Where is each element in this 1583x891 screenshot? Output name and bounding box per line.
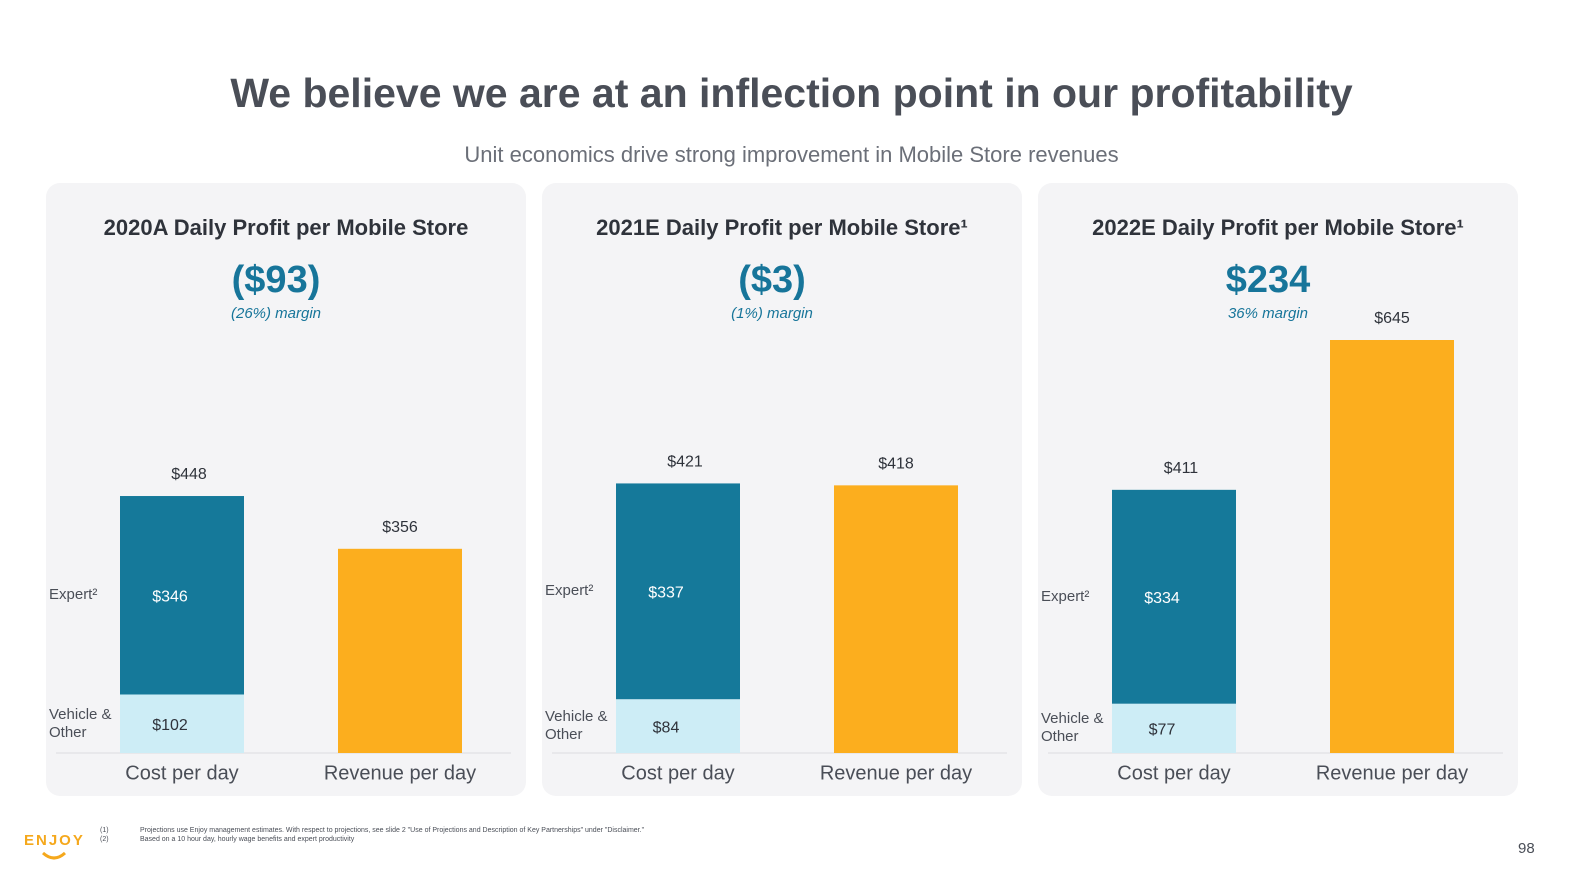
series-label: Vehicle & Other (1041, 710, 1104, 746)
bar-segment (338, 548, 462, 753)
x-tick-label: Revenue per day (324, 762, 476, 784)
bar-segment (834, 485, 958, 753)
total-label: $645 (1374, 310, 1410, 327)
logo-smile (41, 851, 67, 860)
page-number: 98 (1518, 840, 1535, 857)
chart-title: 2021E Daily Profit per Mobile Store¹ (596, 215, 968, 240)
slide-title: We believe we are at an inflection point… (230, 70, 1353, 116)
total-label: $411 (1164, 460, 1199, 477)
series-label: Expert² (1041, 587, 1090, 605)
x-tick-label: Cost per day (621, 762, 734, 784)
bar-segment (120, 496, 244, 695)
footnote-marker: (1) (100, 827, 109, 834)
footnotes: (1) Projections use Enjoy management esti… (100, 826, 644, 844)
chart-panel: 2021E Daily Profit per Mobile Store¹ ($3)… (542, 183, 1022, 796)
chart-title: 2022E Daily Profit per Mobile Store¹ (1092, 215, 1464, 240)
chart-panel: 2022E Daily Profit per Mobile Store¹ $234… (1038, 183, 1518, 796)
x-tick-label: Cost per day (125, 762, 238, 784)
margin-label: (1%) margin (731, 305, 813, 322)
total-label: $418 (878, 456, 914, 473)
headline-profit: $234 (1225, 259, 1311, 301)
total-label: $448 (171, 466, 207, 483)
value-label: $77 (1149, 722, 1176, 739)
slide-subtitle: Unit economics drive strong improvement … (464, 142, 1119, 167)
series-label: Expert² (49, 586, 98, 604)
value-label: $334 (1144, 590, 1180, 607)
chart: Cost per day Revenue per day $102 $346 $448 $… (56, 466, 511, 784)
headline-profit: ($3) (738, 259, 806, 301)
footnote-marker: (2) (100, 836, 109, 843)
x-tick-label: Revenue per day (1316, 762, 1468, 784)
chart-panel: 2020A Daily Profit per Mobile Store ($93)… (46, 183, 526, 796)
bar-segment (120, 694, 244, 753)
footnote-text: Projections use Enjoy management estimat… (140, 827, 645, 834)
x-tick-label: Revenue per day (820, 762, 972, 784)
chart: Cost per day Revenue per day $84 $337 $421 $4… (552, 454, 1007, 784)
x-tick-label: Cost per day (1117, 762, 1230, 784)
bar-segment (1112, 703, 1236, 753)
margin-label: 36% margin (1227, 305, 1309, 322)
series-label: Expert² (545, 582, 594, 600)
footnote: (1) Projections use Enjoy management esti… (100, 826, 644, 835)
chart: Cost per day Revenue per day $77 $334 $411 $6… (1048, 310, 1503, 784)
headline-profit: ($93) (231, 259, 321, 301)
chart-title: 2020A Daily Profit per Mobile Store (103, 215, 469, 240)
logo: ENJOY (24, 832, 85, 849)
series-label: Vehicle & Other (545, 708, 608, 744)
bar-segment (616, 699, 740, 753)
value-label: $346 (152, 588, 188, 605)
bar-segment (1112, 489, 1236, 704)
bar-segment (616, 483, 740, 700)
bar-segment (1330, 340, 1454, 753)
margin-label: (26%) margin (230, 305, 322, 322)
value-label: $84 (653, 719, 680, 736)
series-label: Vehicle & Other (49, 705, 112, 741)
footnote: (2) Based on a 10 hour day, hourly wage b… (100, 835, 644, 844)
footnote-text: Based on a 10 hour day, hourly wage bene… (140, 836, 355, 843)
total-label: $421 (667, 454, 703, 471)
value-label: $337 (648, 585, 684, 602)
total-label: $356 (382, 519, 418, 536)
value-label: $102 (152, 717, 188, 734)
